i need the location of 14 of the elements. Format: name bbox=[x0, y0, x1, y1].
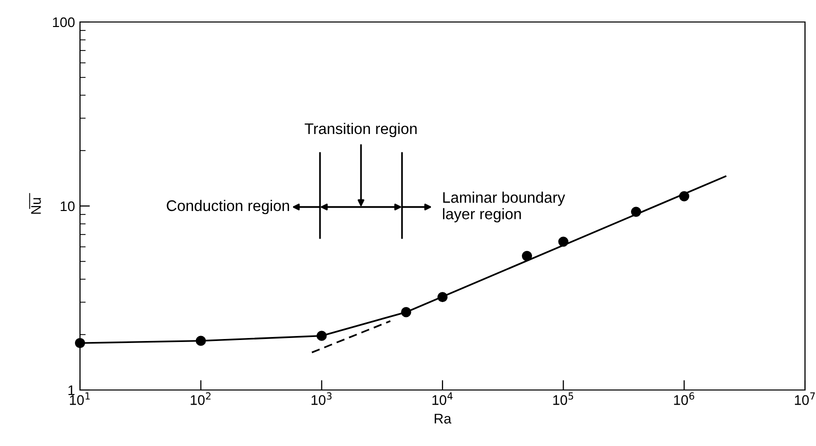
y-tick-label: 10 bbox=[60, 201, 75, 212]
annotation: Transition region bbox=[304, 122, 417, 138]
annotation: Conduction region bbox=[166, 200, 290, 214]
y-axis-title: N̅u̅ bbox=[29, 193, 41, 214]
x-tick-label: 10$^{7}$ bbox=[794, 392, 815, 405]
annotation: Laminar boundary layer region bbox=[443, 192, 566, 222]
x-tick-label: 10$^{2}$ bbox=[190, 392, 211, 405]
y-tick-label: 1 bbox=[68, 385, 74, 396]
x-tick-label: 10$^{5}$ bbox=[553, 392, 574, 405]
x-tick-label: 10$^{6}$ bbox=[674, 392, 694, 405]
x-tick-label: 10$^{3}$ bbox=[312, 392, 332, 405]
x-axis-title: Ra bbox=[434, 414, 452, 424]
x-tick-label: 10$^{4}$ bbox=[432, 392, 453, 405]
y-tick-label: 100 bbox=[53, 17, 75, 28]
